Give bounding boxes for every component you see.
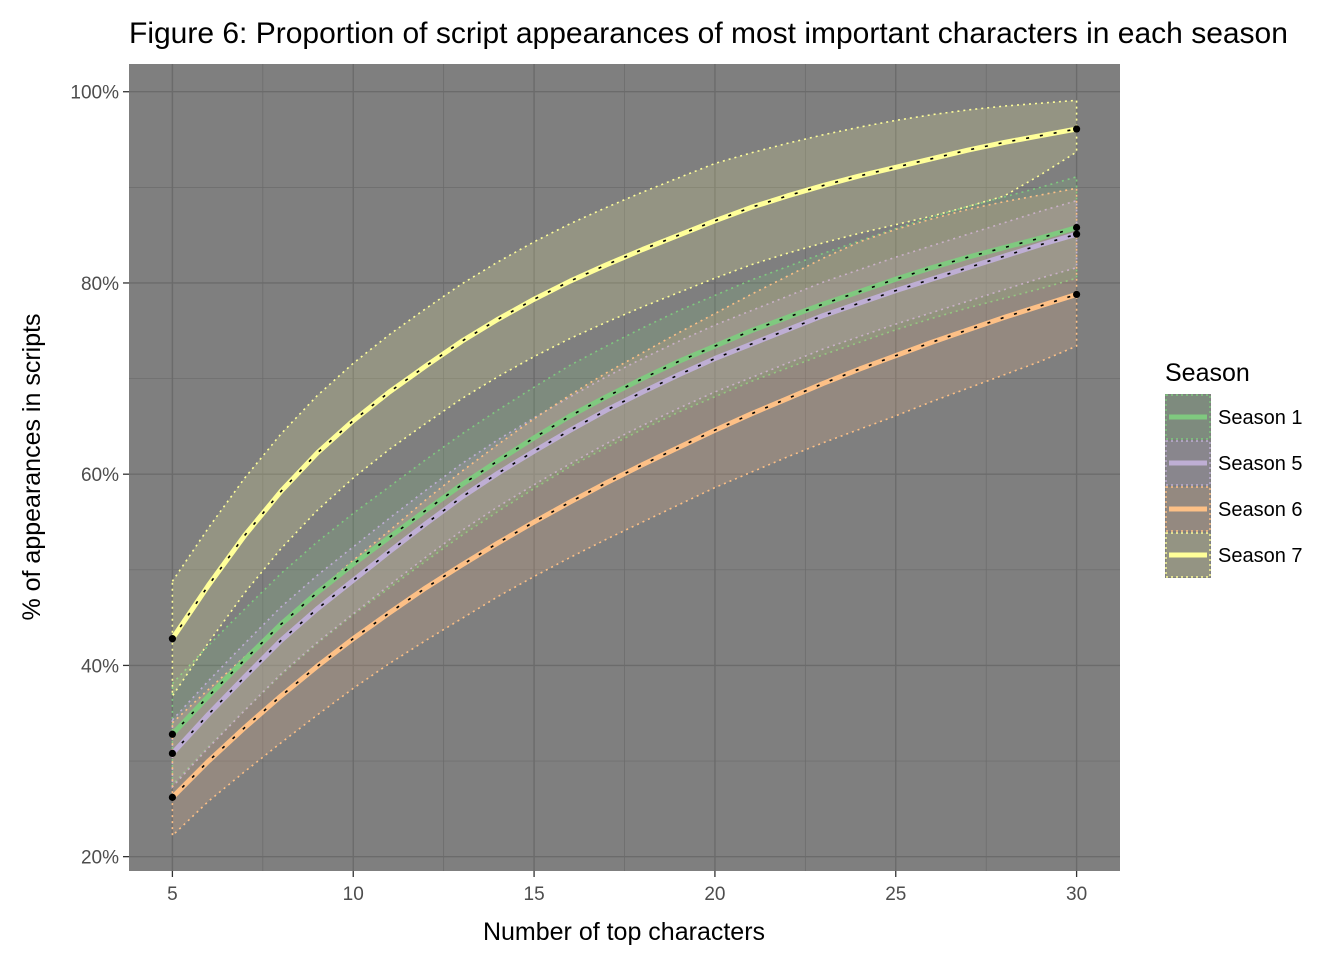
- grid: [129, 64, 1120, 871]
- x-axis-ticks: 5 10 15 20 25 30: [167, 871, 1087, 905]
- legend-label-season-7: Season 7: [1218, 545, 1303, 567]
- legend-label-season-6: Season 6: [1218, 499, 1303, 521]
- line-dots-season-1: [171, 226, 1077, 735]
- x-tick-label: 20: [704, 884, 725, 905]
- band-season-6: [171, 187, 1078, 838]
- point-season-1: [1072, 223, 1081, 232]
- x-tick-label: 30: [1066, 884, 1087, 905]
- y-tick-label: 80%: [81, 274, 119, 295]
- y-axis-title: % of appearances in scripts: [18, 313, 46, 620]
- x-axis-title: Number of top characters: [483, 918, 765, 946]
- x-tick-label: 15: [524, 884, 545, 905]
- point-season-7: [168, 635, 177, 643]
- data-points: [168, 125, 1081, 801]
- line-dots-season-5: [171, 233, 1077, 754]
- point-season-5: [1072, 230, 1081, 238]
- y-tick-label: 100%: [70, 83, 119, 104]
- x-tick-label: 5: [167, 884, 178, 905]
- series-lines: [169, 126, 1080, 800]
- point-season-6: [1072, 290, 1081, 299]
- chart-title: Figure 6: Proportion of script appearanc…: [129, 17, 1288, 50]
- legend: Season Season 1 Season 5 Season 6 Season 7: [1165, 359, 1303, 578]
- y-axis-ticks: 20% 40% 60% 80% 100%: [70, 83, 129, 869]
- line-dots-season-7: [171, 128, 1077, 640]
- y-tick-label: 20%: [81, 848, 119, 869]
- y-tick-label: 60%: [81, 465, 119, 486]
- legend-title: Season: [1165, 359, 1250, 387]
- legend-label-season-1: Season 1: [1218, 407, 1303, 429]
- y-tick-label: 40%: [81, 656, 119, 677]
- band-season-7: [171, 99, 1078, 699]
- band-season-1: [171, 175, 1078, 787]
- line-season-6: [169, 291, 1080, 800]
- point-season-1: [168, 730, 177, 738]
- legend-label-season-5: Season 5: [1218, 453, 1303, 475]
- x-tick-label: 25: [885, 884, 906, 905]
- point-season-6: [168, 793, 177, 801]
- point-season-7: [1072, 125, 1081, 133]
- x-tick-label: 10: [343, 884, 364, 905]
- point-season-5: [168, 749, 177, 757]
